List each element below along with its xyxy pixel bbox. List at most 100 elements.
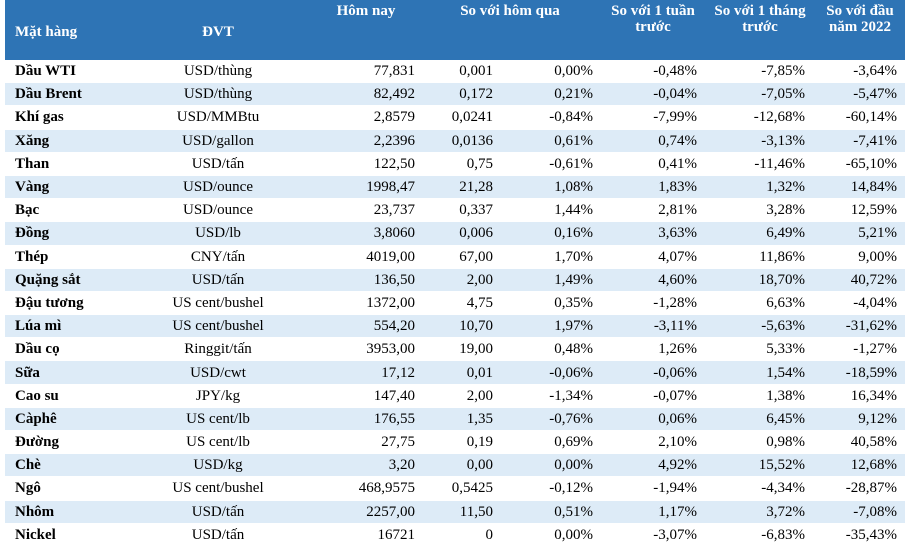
change-week: 2,10%	[601, 430, 705, 455]
item-unit: USD/thùng	[123, 82, 313, 107]
price-today: 27,75	[313, 430, 419, 455]
item-unit: CNY/tấn	[123, 245, 313, 269]
change-abs: 0,00	[419, 453, 501, 478]
change-week: -7,99%	[601, 105, 705, 130]
price-today: 2,8579	[313, 105, 419, 130]
change-month: 11,86%	[705, 245, 815, 269]
change-month: -12,68%	[705, 105, 815, 130]
price-today: 147,40	[313, 384, 419, 408]
table-row: Dầu Brent USD/thùng 82,492 0,172 0,21% -0,04%…	[5, 82, 905, 107]
change-abs: 0,172	[419, 82, 501, 107]
price-today: 17,12	[313, 360, 419, 385]
change-week: -1,28%	[601, 291, 705, 316]
change-abs: 1,35	[419, 407, 501, 432]
change-abs: 0,5425	[419, 476, 501, 501]
change-abs: 4,75	[419, 291, 501, 316]
price-today: 23,737	[313, 198, 419, 223]
change-week: 1,26%	[601, 337, 705, 362]
change-pct: 0,51%	[501, 500, 601, 524]
change-abs: 0,006	[419, 221, 501, 246]
change-abs: 11,50	[419, 500, 501, 524]
change-abs: 0,0136	[419, 129, 501, 153]
price-today: 77,831	[313, 60, 419, 84]
table-row: Cao su JPY/kg 147,40 2,00 -1,34% -0,07% 1,38% 1…	[5, 384, 905, 408]
price-today: 4019,00	[313, 245, 419, 269]
item-name: Bạc	[5, 198, 123, 223]
change-month: 18,70%	[705, 268, 815, 292]
change-pct: 1,97%	[501, 314, 601, 339]
change-week: 2,81%	[601, 198, 705, 223]
change-month: -5,63%	[705, 314, 815, 339]
price-today: 3,20	[313, 453, 419, 478]
item-name: Khí gas	[5, 105, 123, 130]
change-ytd: -5,47%	[815, 82, 905, 107]
change-abs: 19,00	[419, 337, 501, 362]
table-row: Bạc USD/ounce 23,737 0,337 1,44% 2,81% 3,28% 12…	[5, 198, 905, 223]
item-unit: US cent/lb	[123, 430, 313, 455]
header-today: Hôm nay	[313, 0, 419, 60]
item-unit: USD/gallon	[123, 129, 313, 153]
header-unit: ĐVT	[123, 0, 313, 60]
price-today: 1998,47	[313, 175, 419, 200]
change-pct: 0,48%	[501, 337, 601, 362]
change-ytd: -1,27%	[815, 337, 905, 362]
change-pct: -0,76%	[501, 407, 601, 432]
item-unit: US cent/bushel	[123, 314, 313, 339]
change-ytd: 12,68%	[815, 453, 905, 478]
change-pct: 0,69%	[501, 430, 601, 455]
price-today: 82,492	[313, 82, 419, 107]
table-row: Than USD/tấn 122,50 0,75 -0,61% 0,41% -11,46% -…	[5, 152, 905, 176]
table-row: Sữa USD/cwt 17,12 0,01 -0,06% -0,06% 1,54% -18,…	[5, 360, 905, 385]
change-week: -0,48%	[601, 60, 705, 84]
item-name: Nhôm	[5, 500, 123, 524]
change-abs: 0,337	[419, 198, 501, 223]
item-name: Sữa	[5, 360, 123, 385]
change-week: 3,63%	[601, 221, 705, 246]
table-row: Đường US cent/lb 27,75 0,19 0,69% 2,10% 0,98% 4…	[5, 430, 905, 455]
item-unit: USD/tấn	[123, 268, 313, 292]
table-row: Đồng USD/lb 3,8060 0,006 0,16% 3,63% 6,49% 5,21…	[5, 221, 905, 246]
header-vs-month: So với 1 tháng trước	[705, 0, 815, 60]
change-month: 3,72%	[705, 500, 815, 524]
change-abs: 10,70	[419, 314, 501, 339]
change-ytd: 9,00%	[815, 245, 905, 269]
table-row: Dầu WTI USD/thùng 77,831 0,001 0,00% -0,48% -7…	[5, 60, 905, 84]
table-row: Khí gas USD/MMBtu 2,8579 0,0241 -0,84% -7,99%…	[5, 105, 905, 130]
change-month: 6,63%	[705, 291, 815, 316]
item-name: Càphê	[5, 407, 123, 432]
change-pct: 1,49%	[501, 268, 601, 292]
header-item: Mặt hàng	[5, 0, 123, 60]
change-pct: 1,08%	[501, 175, 601, 200]
change-ytd: -31,62%	[815, 314, 905, 339]
price-today: 2,2396	[313, 129, 419, 153]
item-unit: USD/tấn	[123, 152, 313, 176]
change-week: -0,07%	[601, 384, 705, 408]
change-week: -0,06%	[601, 360, 705, 385]
table-row: Vàng USD/ounce 1998,47 21,28 1,08% 1,83% 1,32%…	[5, 175, 905, 200]
commodity-price-table: Mặt hàng ĐVT Hôm nay So với hôm qua So v…	[5, 0, 905, 547]
table-row: Quặng sắt USD/tấn 136,50 2,00 1,49% 4,60% 18,7…	[5, 268, 905, 292]
item-unit: USD/kg	[123, 453, 313, 478]
change-abs: 21,28	[419, 175, 501, 200]
table-row: Dầu cọ Ringgit/tấn 3953,00 19,00 0,48% 1,26% 5…	[5, 337, 905, 362]
change-abs: 0,01	[419, 360, 501, 385]
item-unit: USD/ounce	[123, 175, 313, 200]
change-pct: 0,16%	[501, 221, 601, 246]
change-pct: -0,84%	[501, 105, 601, 130]
change-pct: 0,00%	[501, 453, 601, 478]
table-row: Thép CNY/tấn 4019,00 67,00 1,70% 4,07% 11,86% 9…	[5, 245, 905, 269]
price-today: 554,20	[313, 314, 419, 339]
price-today: 1372,00	[313, 291, 419, 316]
change-month: 1,54%	[705, 360, 815, 385]
table-body: Dầu WTI USD/thùng 77,831 0,001 0,00% -0,48% -7…	[5, 60, 905, 547]
change-month: 1,32%	[705, 175, 815, 200]
item-name: Quặng sắt	[5, 268, 123, 292]
change-ytd: -18,59%	[815, 360, 905, 385]
change-abs: 0,001	[419, 60, 501, 84]
header-vs-week: So với 1 tuần trước	[601, 0, 705, 60]
change-week: 0,74%	[601, 129, 705, 153]
change-ytd: -7,08%	[815, 500, 905, 524]
change-ytd: 9,12%	[815, 407, 905, 432]
change-month: -4,34%	[705, 476, 815, 501]
change-ytd: -65,10%	[815, 152, 905, 176]
